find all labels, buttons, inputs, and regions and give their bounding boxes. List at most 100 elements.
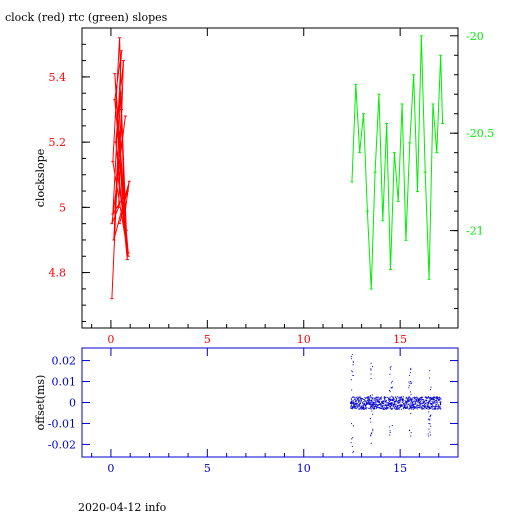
data-point-offset <box>402 396 404 398</box>
data-point-offset <box>399 402 401 404</box>
data-point-offset <box>367 398 369 400</box>
data-point-offset <box>406 406 408 408</box>
data-point-offset-spike <box>410 394 412 396</box>
data-point-offset <box>411 408 413 410</box>
data-point-offset <box>376 407 378 409</box>
data-point-offset <box>381 401 383 403</box>
data-point-offset <box>365 404 367 406</box>
data-point-offset <box>427 404 429 406</box>
data-point-offset-spike <box>372 428 374 430</box>
data-point-offset <box>399 399 401 401</box>
data-point-offset <box>426 402 428 404</box>
data-point-offset <box>394 404 396 406</box>
data-point-offset <box>382 403 384 405</box>
data-point-offset <box>368 398 370 400</box>
data-point-offset <box>404 404 406 406</box>
data-point-offset <box>429 402 431 404</box>
data-point-offset <box>438 397 440 399</box>
data-point-offset-spike <box>371 400 373 402</box>
data-point-offset <box>399 405 401 407</box>
data-point-offset <box>425 399 427 401</box>
data-point-offset-spike <box>351 370 353 372</box>
data-point-offset <box>374 407 376 409</box>
data-point-offset <box>388 397 390 399</box>
data-point-offset <box>379 399 381 401</box>
data-point-offset <box>396 405 398 407</box>
data-point-offset <box>389 407 391 409</box>
data-point-offset <box>439 406 441 408</box>
data-point-offset <box>405 403 407 405</box>
data-point-offset <box>408 403 410 405</box>
data-point-offset-spike <box>391 395 393 397</box>
data-point-offset <box>356 402 358 404</box>
data-point-offset <box>382 407 384 409</box>
data-point-offset <box>393 406 395 408</box>
data-point-offset <box>413 408 415 410</box>
data-point-offset <box>365 404 367 406</box>
data-point-offset <box>438 405 440 407</box>
data-point-offset <box>427 406 429 408</box>
data-point-offset <box>423 404 425 406</box>
data-point-offset <box>429 405 431 407</box>
data-point-offset <box>431 408 433 410</box>
data-point-offset <box>371 399 373 401</box>
data-point-offset <box>431 404 433 406</box>
data-point-offset <box>370 406 372 408</box>
data-point-offset <box>401 404 403 406</box>
data-point-offset-spike <box>427 418 429 420</box>
data-point-offset <box>368 407 370 409</box>
data-point-offset <box>376 401 378 403</box>
data-point-offset <box>405 401 407 403</box>
data-point-offset <box>415 402 417 404</box>
data-point-offset-spike <box>370 435 372 437</box>
data-point-offset <box>351 400 353 402</box>
data-point-offset-spike <box>370 402 372 404</box>
data-point-offset-spike <box>428 411 430 413</box>
data-point-offset <box>393 400 395 402</box>
data-point-offset-spike <box>429 416 431 418</box>
data-point-offset <box>411 407 413 409</box>
data-point-offset-spike <box>389 390 391 392</box>
data-point-offset <box>401 404 403 406</box>
data-point-offset-spike <box>411 382 413 384</box>
data-point-offset <box>372 404 374 406</box>
data-point-offset <box>401 399 403 401</box>
data-point-offset <box>401 406 403 408</box>
data-point-offset-spike <box>390 404 392 406</box>
data-point-offset <box>373 399 375 401</box>
data-point-offset <box>421 398 423 400</box>
data-point-offset <box>432 397 434 399</box>
data-point-offset <box>381 402 383 404</box>
data-point-offset <box>386 396 388 398</box>
data-point-offset <box>351 405 353 407</box>
data-point-offset <box>433 408 435 410</box>
y-tick-label-bottom: -0.01 <box>48 417 76 430</box>
data-point-offset <box>363 408 365 410</box>
data-point-offset <box>434 396 436 398</box>
data-point-offset <box>413 405 415 407</box>
data-point-offset <box>356 398 358 400</box>
data-point-offset <box>386 402 388 404</box>
data-point-offset <box>383 400 385 402</box>
data-point-offset <box>420 406 422 408</box>
y-tick-label-bottom: 0 <box>69 397 76 410</box>
data-point-offset-spike <box>369 395 371 397</box>
data-point-offset <box>395 396 397 398</box>
data-point-offset <box>386 404 388 406</box>
data-point-offset <box>412 406 414 408</box>
data-point-offset <box>438 400 440 402</box>
data-point-offset <box>415 406 417 408</box>
data-point-offset <box>384 398 386 400</box>
data-point-offset <box>429 396 431 398</box>
y-tick-label-left: 5 <box>59 201 66 214</box>
data-point-offset <box>364 404 366 406</box>
data-point-offset <box>432 405 434 407</box>
data-point-offset <box>434 406 436 408</box>
data-point-offset <box>436 398 438 400</box>
data-point-offset <box>385 399 387 401</box>
data-point-offset <box>370 404 372 406</box>
data-point-offset <box>435 408 437 410</box>
data-point-offset <box>399 396 401 398</box>
data-point-offset <box>415 407 417 409</box>
data-point-offset <box>388 403 390 405</box>
